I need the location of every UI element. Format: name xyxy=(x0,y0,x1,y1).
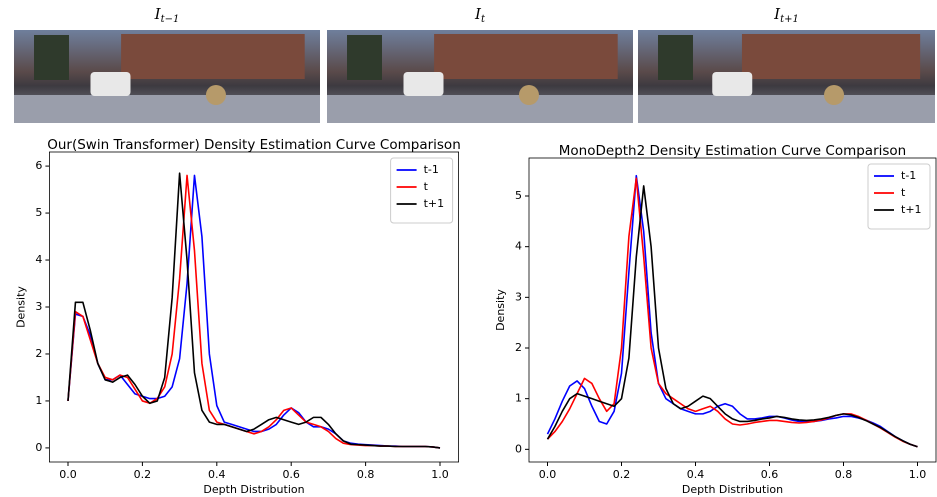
car xyxy=(403,72,444,96)
legend-label: t xyxy=(424,180,429,193)
building xyxy=(741,34,921,79)
x-tick-label: 0.6 xyxy=(761,468,779,481)
legend: t-1 t t+1 xyxy=(867,163,931,230)
cyclist xyxy=(518,85,539,105)
chart-title: MonoDepth2 Density Estimation Curve Comp… xyxy=(559,143,906,159)
y-axis-label: Density xyxy=(494,289,507,331)
x-tick-label: 0.2 xyxy=(134,468,152,481)
tree xyxy=(34,35,69,80)
building xyxy=(434,34,618,79)
line-series xyxy=(67,174,441,449)
y-tick-label: 6 xyxy=(35,159,42,172)
image-label-subscript: t−1 xyxy=(161,14,180,25)
road xyxy=(638,95,935,123)
line-series xyxy=(67,172,441,449)
legend-box xyxy=(390,157,454,224)
x-tick-label: 0.0 xyxy=(539,468,557,481)
car xyxy=(712,72,753,96)
y-tick-label: 4 xyxy=(515,240,522,253)
image-label-main: I xyxy=(154,5,162,23)
tree xyxy=(347,35,382,80)
y-tick-label: 5 xyxy=(35,206,42,219)
cyclist xyxy=(824,85,845,105)
plot-frame xyxy=(528,157,937,463)
legend-label: t+1 xyxy=(424,197,445,210)
y-tick-label: 3 xyxy=(515,290,522,303)
chart: MonoDepth2 Density Estimation Curve Comp… xyxy=(494,143,937,496)
x-tick-label: 1.0 xyxy=(431,468,449,481)
image-label-subscript: t xyxy=(481,14,486,25)
road xyxy=(14,95,320,123)
x-tick-label: 1.0 xyxy=(909,468,927,481)
image-label: It−1 xyxy=(154,5,180,25)
car xyxy=(90,72,131,96)
image-label-main: I xyxy=(773,5,781,23)
x-tick-label: 0.4 xyxy=(687,468,705,481)
image-label: It xyxy=(474,5,486,25)
x-tick-label: 0.8 xyxy=(835,468,853,481)
image-label: It+1 xyxy=(773,5,799,25)
legend-label: t+1 xyxy=(901,203,922,216)
y-tick-label: 3 xyxy=(35,300,42,313)
y-axis-label: Density xyxy=(14,286,27,328)
legend: t-1 t t+1 xyxy=(390,157,454,224)
line-series xyxy=(67,174,441,449)
plot-frame xyxy=(49,151,460,463)
cyclist xyxy=(205,85,226,105)
chart: Our(Swin Transformer) Density Estimation… xyxy=(14,137,460,496)
road xyxy=(327,95,633,123)
y-tick-label: 0 xyxy=(515,442,522,455)
line-series xyxy=(546,177,918,448)
x-tick-label: 0.8 xyxy=(357,468,375,481)
x-axis-label: Depth Distribution xyxy=(203,483,304,496)
photo-strip: It−1 It It+1 xyxy=(14,5,935,123)
chart-title: Our(Swin Transformer) Density Estimation… xyxy=(47,137,461,153)
legend-label: t-1 xyxy=(901,169,916,182)
x-tick-label: 0.6 xyxy=(282,468,300,481)
y-tick-label: 2 xyxy=(35,347,42,360)
y-tick-label: 5 xyxy=(515,189,522,202)
line-series xyxy=(546,174,918,448)
y-tick-label: 4 xyxy=(35,253,42,266)
y-tick-label: 2 xyxy=(515,341,522,354)
y-tick-label: 1 xyxy=(35,394,42,407)
x-tick-label: 0.2 xyxy=(613,468,631,481)
line-series xyxy=(546,185,918,448)
y-tick-label: 1 xyxy=(515,392,522,405)
y-tick-label: 0 xyxy=(35,441,42,454)
x-axis-label: Depth Distribution xyxy=(682,483,783,496)
legend-label: t xyxy=(901,186,906,199)
x-tick-label: 0.0 xyxy=(59,468,77,481)
x-tick-label: 0.4 xyxy=(208,468,226,481)
legend-box xyxy=(867,163,931,230)
building xyxy=(121,34,305,79)
image-label-main: I xyxy=(474,5,482,23)
tree xyxy=(658,35,693,80)
legend-label: t-1 xyxy=(424,163,439,176)
image-label-subscript: t+1 xyxy=(780,14,799,25)
